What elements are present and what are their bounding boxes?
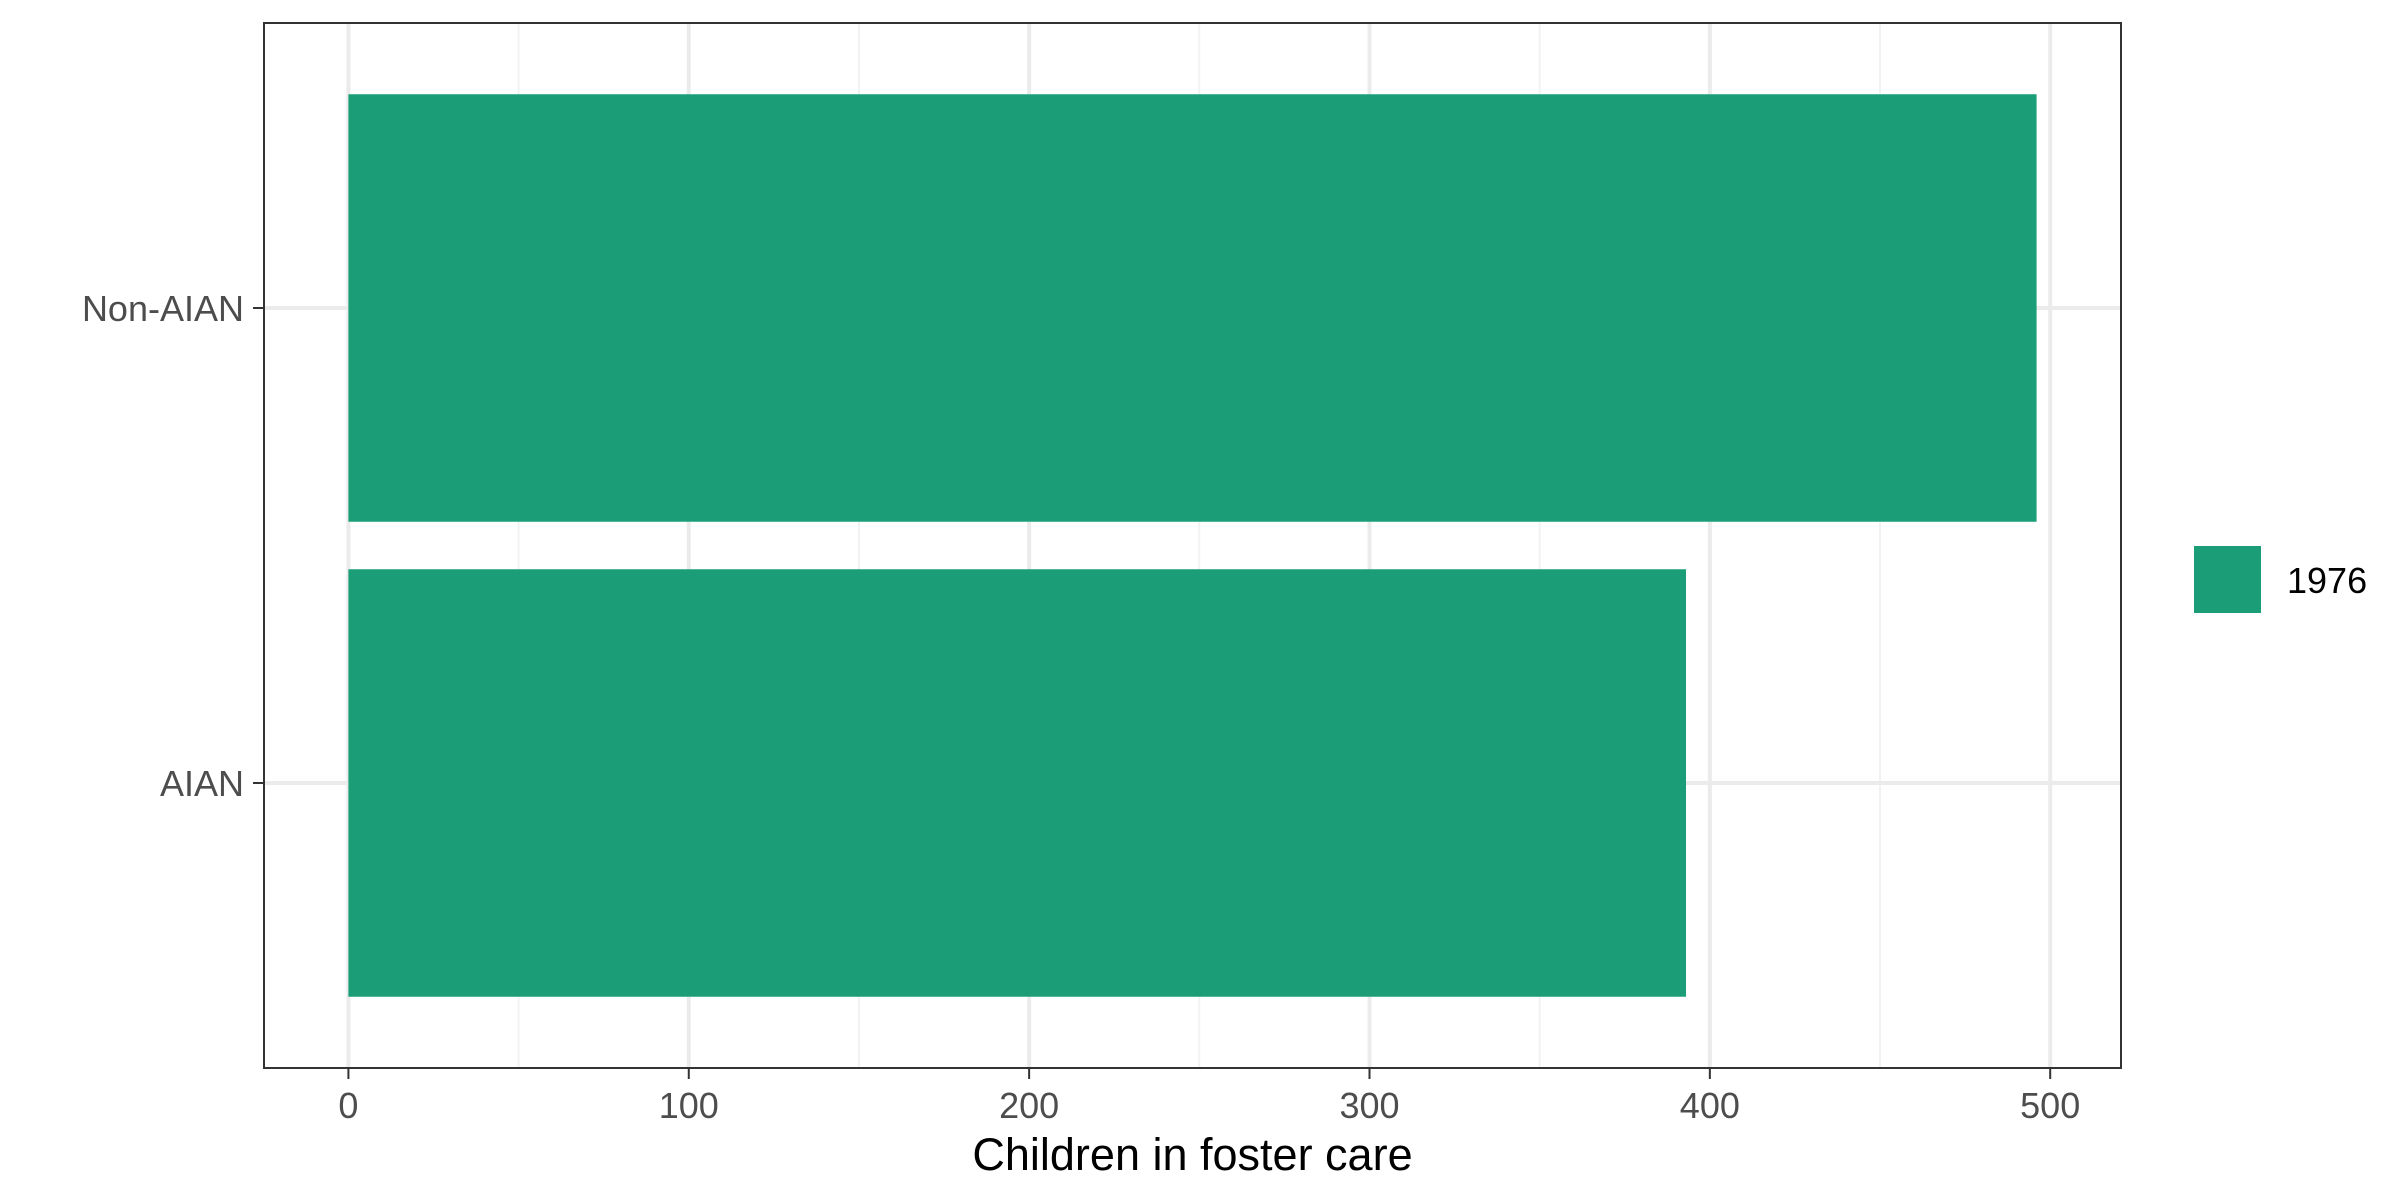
bars: [348, 94, 2037, 997]
x-axis: 0 100 200 300 400 500: [338, 1068, 2080, 1126]
bar-non-aian: [348, 94, 2037, 522]
x-tick-label: 300: [1339, 1085, 1399, 1126]
x-tick-label: 400: [1680, 1085, 1740, 1126]
x-tick-label: 100: [659, 1085, 719, 1126]
y-tick-label: Non-AIAN: [82, 288, 244, 329]
panel-border: [263, 22, 2122, 1069]
x-tick-label: 0: [338, 1085, 358, 1126]
legend-key-1976: [2194, 546, 2261, 613]
legend: 1976: [2194, 546, 2367, 613]
x-tick-label: 500: [2020, 1085, 2080, 1126]
bar-aian: [348, 569, 1687, 997]
y-axis: Non-AIAN AIAN: [82, 288, 264, 804]
x-axis-title: Children in foster care: [972, 1129, 1412, 1180]
x-tick-label: 200: [999, 1085, 1059, 1126]
y-tick-label: AIAN: [160, 763, 244, 804]
legend-label-1976: 1976: [2287, 560, 2367, 601]
